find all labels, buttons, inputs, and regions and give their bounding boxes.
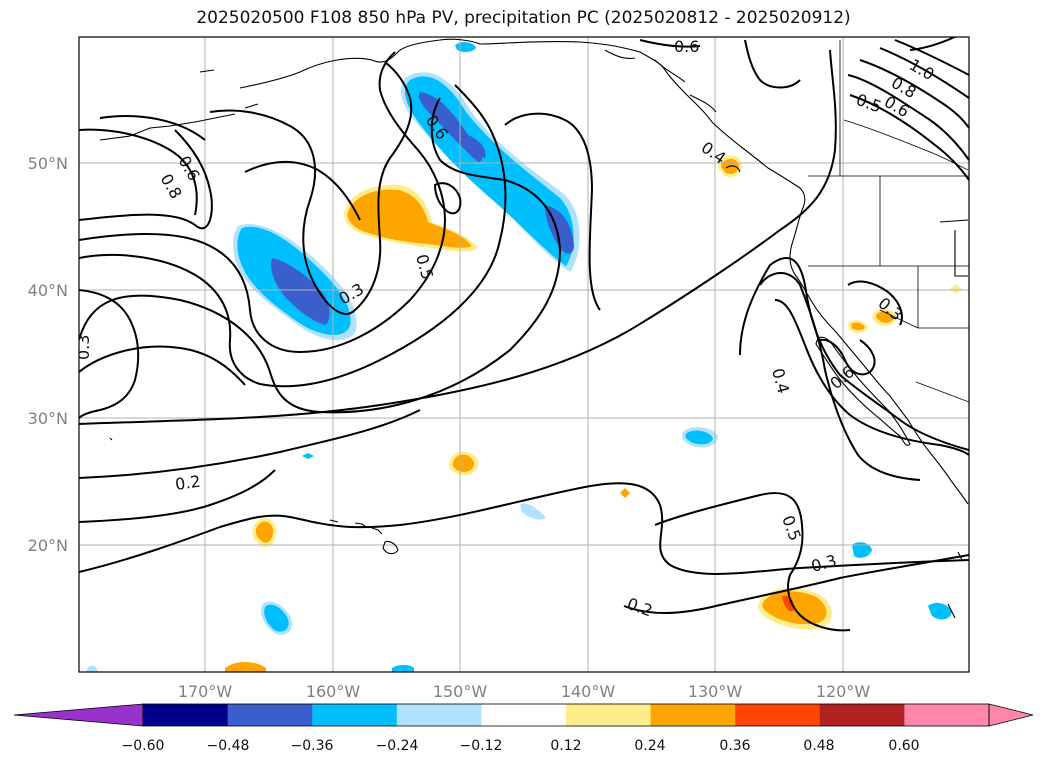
colorbar-tick: −0.48 <box>207 738 250 754</box>
coastlines <box>99 38 969 619</box>
colorbar-under-arrow <box>13 703 144 727</box>
lon-label-170w: 170°W <box>178 682 233 701</box>
lon-label-120w: 120°W <box>816 682 871 701</box>
colorbar-segment <box>143 704 229 726</box>
lon-label-140w: 140°W <box>561 682 616 701</box>
colorbar-tick: −0.24 <box>376 738 419 754</box>
colorbar-over-arrow <box>988 703 1034 727</box>
colorbar-tick: 0.12 <box>550 738 581 754</box>
colorbar-tick: 0.36 <box>719 738 750 754</box>
lon-label-130w: 130°W <box>688 682 743 701</box>
lat-label-50n: 50°N <box>28 154 68 173</box>
colorbar-segment <box>650 704 736 726</box>
contour-label: 0.6 <box>674 37 699 56</box>
lat-label-20n: 20°N <box>28 536 68 555</box>
hawaii-islands <box>329 519 399 555</box>
colorbar: −0.60 −0.48 −0.36 −0.24 −0.12 0.12 0.24 … <box>13 703 1034 754</box>
colorbar-tick: 0.60 <box>888 738 919 754</box>
colorbar-tick: −0.36 <box>291 738 334 754</box>
lon-label-160w: 160°W <box>306 682 361 701</box>
lat-label-30n: 30°N <box>28 409 68 428</box>
colorbar-tick: 0.48 <box>803 738 834 754</box>
pv-contours <box>79 37 969 632</box>
colorbar-segment <box>396 704 482 726</box>
graticule <box>79 37 969 672</box>
pv-contour <box>79 97 562 414</box>
colorbar-segment <box>566 704 652 726</box>
colorbar-segment <box>481 704 567 726</box>
map-title: 2025020500 F108 850 hPa PV, precipitatio… <box>196 8 851 28</box>
colorbar-segment <box>312 704 398 726</box>
baja-coast <box>815 336 911 446</box>
north-america-coast <box>789 209 969 505</box>
map-plot: 0.6 1.0 0.8 0.5 0.6 0.6 0.4 0.8 0.6 0.5 … <box>74 37 969 672</box>
colorbar-tick: −0.12 <box>460 738 503 754</box>
colorbar-tick: 0.24 <box>634 738 665 754</box>
contour-label: 0.2 <box>174 472 202 494</box>
latitude-labels: 50°N 40°N 30°N 20°N <box>28 154 68 555</box>
map-frame <box>78 36 970 673</box>
colorbar-segment <box>819 704 905 726</box>
colorbar-segment <box>735 704 821 726</box>
colorbar-segment <box>904 704 990 726</box>
colorbar-tick: −0.60 <box>122 738 165 754</box>
colorbar-segment <box>227 704 313 726</box>
lat-label-40n: 40°N <box>28 281 68 300</box>
lon-label-150w: 150°W <box>433 682 488 701</box>
political-borders <box>808 40 969 403</box>
alaska-coast <box>199 38 806 211</box>
contour-label: 0.3 <box>74 335 93 360</box>
longitude-labels: 170°W 160°W 150°W 140°W 130°W 120°W <box>178 682 871 701</box>
